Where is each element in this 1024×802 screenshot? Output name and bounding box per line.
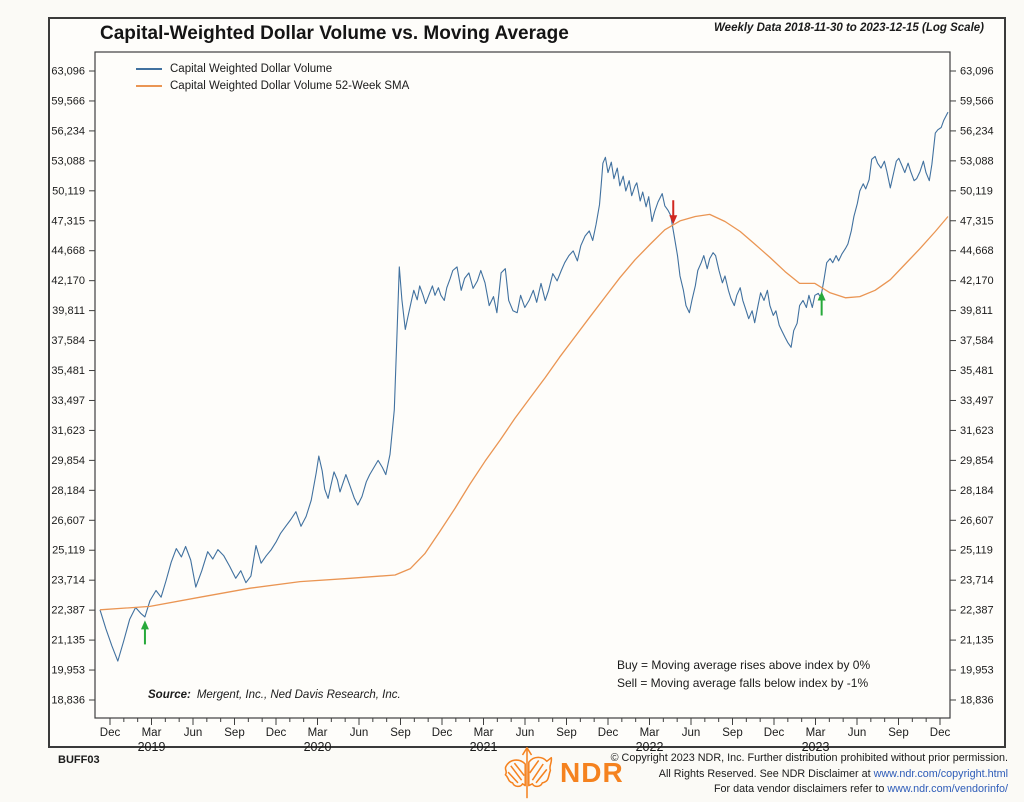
rights-prefix: All Rights Reserved. See NDR Disclaimer … [658, 767, 874, 780]
copyright-line: © Copyright 2023 NDR, Inc. Further distr… [610, 752, 1008, 764]
buy-rule-text: Buy = Moving average rises above index b… [617, 658, 871, 672]
source-label: Source: [148, 689, 191, 701]
copyright-block: © Copyright 2023 NDR, Inc. Further distr… [538, 751, 1008, 798]
ndr-bull-bear-icon [504, 747, 553, 799]
source-line: Source: Mergent, Inc., Ned Davis Research… [148, 689, 401, 701]
ndr-logo: NDR [500, 745, 630, 801]
page-title: Capital-Weighted Dollar Volume vs. Movin… [100, 23, 569, 44]
signal-rules-note: Buy = Moving average rises above index b… [617, 656, 870, 692]
volume-line-swatch [136, 67, 162, 70]
legend-item-volume: Capital Weighted Dollar Volume [136, 60, 409, 77]
legend-label: Capital Weighted Dollar Volume 52-Week S… [170, 79, 410, 92]
vendor-line: For data vendor disclaimers refer to www… [538, 782, 1008, 798]
copyright-link[interactable]: www.ndr.com/copyright.html [873, 767, 1008, 780]
vendor-prefix: For data vendor disclaimers refer to [713, 783, 888, 795]
chart-legend: Capital Weighted Dollar Volume Capital W… [136, 60, 409, 94]
source-text: Mergent, Inc., Ned Davis Research, Inc. [196, 689, 401, 701]
chart-border-box [48, 17, 1006, 748]
sell-rule-text: Sell = Moving average falls below index … [617, 676, 869, 690]
legend-label: Capital Weighted Dollar Volume [170, 62, 333, 75]
rights-line: All Rights Reserved. See NDR Disclaimer … [538, 767, 1008, 783]
chart-code: BUFF03 [58, 754, 100, 766]
ndr-logo-text: NDR [560, 757, 624, 788]
vendorinfo-link[interactable]: www.ndr.com/vendorinfo/ [887, 783, 1008, 795]
legend-item-sma: Capital Weighted Dollar Volume 52-Week S… [136, 77, 409, 94]
sma-line-swatch [136, 84, 162, 87]
date-range-note: Weekly Data 2018-11-30 to 2023-12-15 (Lo… [714, 22, 984, 34]
